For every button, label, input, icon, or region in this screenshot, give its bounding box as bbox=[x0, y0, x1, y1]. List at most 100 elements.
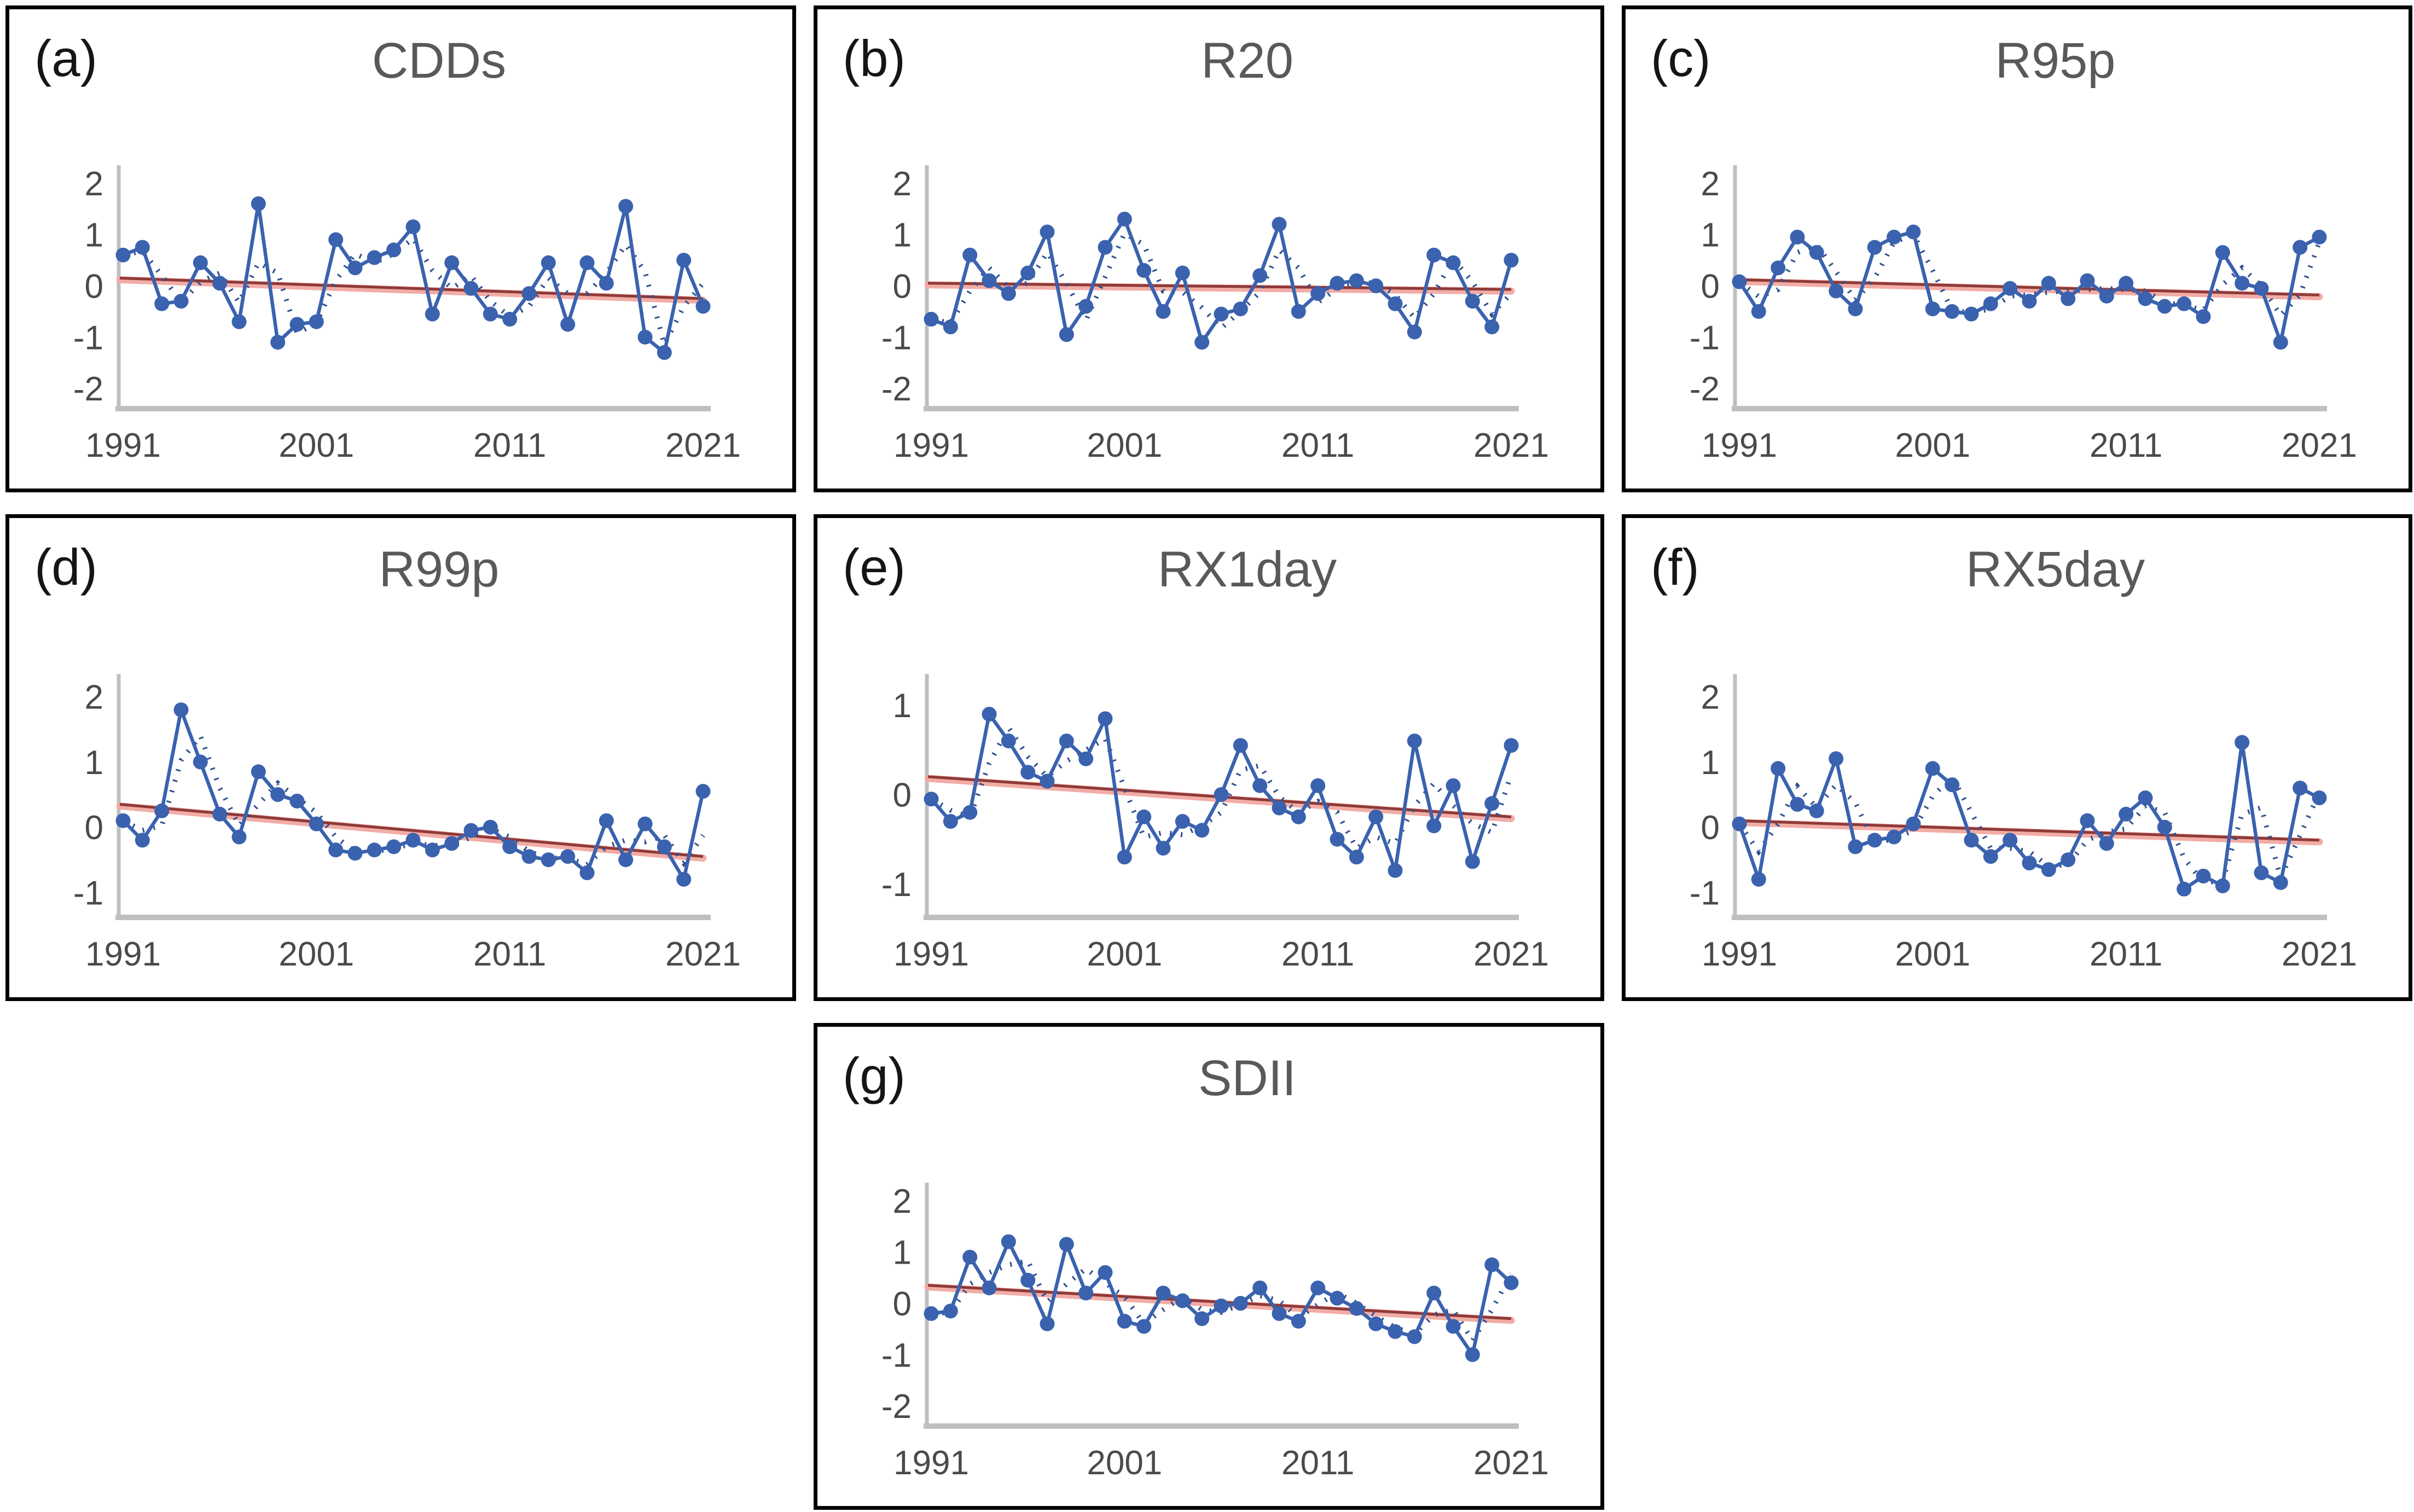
data-point bbox=[444, 255, 460, 270]
panel-letter-label: (c) bbox=[1651, 30, 1711, 87]
data-point bbox=[1214, 1298, 1229, 1313]
data-point bbox=[328, 842, 344, 858]
y-tick-label: 1 bbox=[1701, 217, 1720, 254]
data-point bbox=[1504, 253, 1519, 268]
y-tick-label: -1 bbox=[1690, 319, 1720, 357]
data-point bbox=[1732, 274, 1747, 289]
data-point bbox=[1906, 816, 1921, 831]
data-point bbox=[463, 281, 479, 296]
data-point bbox=[560, 317, 576, 332]
data-point bbox=[1426, 818, 1442, 834]
panel-letter-label: (g) bbox=[843, 1047, 906, 1104]
data-point bbox=[2273, 875, 2288, 890]
panel-letter-label: (b) bbox=[843, 30, 906, 87]
data-point bbox=[1098, 240, 1113, 255]
data-point bbox=[154, 803, 170, 818]
data-point bbox=[1310, 778, 1326, 793]
data-point bbox=[270, 335, 286, 350]
data-point bbox=[1175, 265, 1190, 281]
data-point bbox=[483, 306, 498, 322]
data-point bbox=[1040, 774, 1055, 789]
data-point bbox=[463, 823, 479, 838]
data-point bbox=[657, 345, 672, 360]
data-point bbox=[1020, 1272, 1036, 1288]
data-point bbox=[962, 805, 978, 820]
data-point bbox=[1446, 255, 1461, 270]
data-point bbox=[1136, 1319, 1152, 1334]
data-point bbox=[1945, 304, 1960, 319]
data-point bbox=[2041, 276, 2056, 291]
y-tick-label: 0 bbox=[893, 1286, 912, 1323]
data-point bbox=[1829, 751, 1844, 766]
data-point bbox=[1925, 301, 1940, 317]
data-point bbox=[962, 1249, 978, 1265]
data-point bbox=[1252, 268, 1268, 283]
data-point bbox=[1349, 273, 1364, 288]
data-point bbox=[579, 255, 595, 270]
data-point bbox=[1790, 229, 1805, 245]
y-tick-label: 2 bbox=[893, 165, 912, 203]
data-point bbox=[618, 852, 634, 868]
trend-line-shadow bbox=[924, 281, 1515, 295]
data-point bbox=[924, 792, 939, 807]
data-point bbox=[1078, 751, 1094, 766]
data-point bbox=[2080, 813, 2095, 828]
data-point bbox=[1001, 1234, 1016, 1249]
plot-area: 2 1 0 -1 -2 1991 2001 2011 2021 bbox=[73, 165, 741, 464]
data-point bbox=[1848, 839, 1863, 854]
trend-line bbox=[1736, 819, 2320, 842]
chart-panel-cdds: (a) CDDs 2 1 0 -1 -2 1991 2001 2011 2021 bbox=[5, 5, 796, 492]
data-point bbox=[405, 833, 421, 848]
data-point bbox=[676, 253, 692, 268]
y-tick-label: 2 bbox=[85, 165, 103, 203]
data-point bbox=[154, 296, 170, 311]
data-point bbox=[347, 846, 363, 861]
y-tick-label: -1 bbox=[881, 319, 912, 357]
data-point bbox=[2061, 291, 2076, 306]
chart-panel-r95p: (c) R95p 2 1 0 -1 -2 1991 2001 2011 2021 bbox=[1622, 5, 2412, 492]
data-point bbox=[1310, 286, 1326, 301]
panel-letter-label: (a) bbox=[34, 30, 97, 87]
trend-line bbox=[119, 276, 704, 300]
y-tick-label: 0 bbox=[85, 809, 103, 847]
y-tick-label: 0 bbox=[1701, 268, 1720, 306]
trend-line-shadow bbox=[1732, 818, 2323, 846]
data-point bbox=[1983, 849, 1998, 864]
data-point bbox=[1059, 327, 1074, 342]
data-point bbox=[1388, 1324, 1403, 1339]
data-point bbox=[425, 306, 440, 322]
data-point bbox=[2022, 856, 2037, 871]
data-point bbox=[1964, 306, 1979, 322]
data-point bbox=[2312, 790, 2327, 805]
data-point bbox=[1809, 245, 1824, 260]
x-tick-label: 2001 bbox=[1087, 935, 1162, 973]
data-point bbox=[1829, 283, 1844, 299]
x-tick-label: 1991 bbox=[893, 427, 969, 464]
panel-letter-label: (d) bbox=[34, 538, 97, 596]
data-point bbox=[1465, 854, 1480, 869]
data-point bbox=[502, 312, 518, 327]
y-tick-label: 0 bbox=[893, 268, 912, 306]
data-point bbox=[618, 199, 634, 214]
chart-title: R99p bbox=[379, 542, 500, 597]
x-tick-label: 2001 bbox=[1895, 935, 1970, 973]
data-point bbox=[386, 242, 402, 258]
x-tick-label: 2021 bbox=[665, 935, 741, 973]
data-point bbox=[943, 1304, 958, 1319]
data-point bbox=[1272, 217, 1287, 232]
data-point bbox=[193, 754, 208, 770]
plot-area: 2 1 0 -1 -2 1991 2001 2011 2021 bbox=[881, 1183, 1549, 1482]
data-point bbox=[2138, 790, 2153, 805]
x-tick-label: 2021 bbox=[1473, 935, 1549, 973]
data-point bbox=[1194, 823, 1210, 838]
data-point bbox=[1040, 224, 1055, 240]
data-point bbox=[2312, 229, 2327, 245]
chart-title: R20 bbox=[1201, 33, 1293, 89]
data-point bbox=[115, 813, 131, 828]
data-point bbox=[2138, 291, 2153, 306]
data-point bbox=[1175, 814, 1190, 829]
y-tick-label: 0 bbox=[1701, 809, 1720, 847]
data-point bbox=[289, 793, 305, 809]
x-tick-label: 2021 bbox=[1473, 1444, 1549, 1482]
data-point bbox=[521, 286, 537, 301]
